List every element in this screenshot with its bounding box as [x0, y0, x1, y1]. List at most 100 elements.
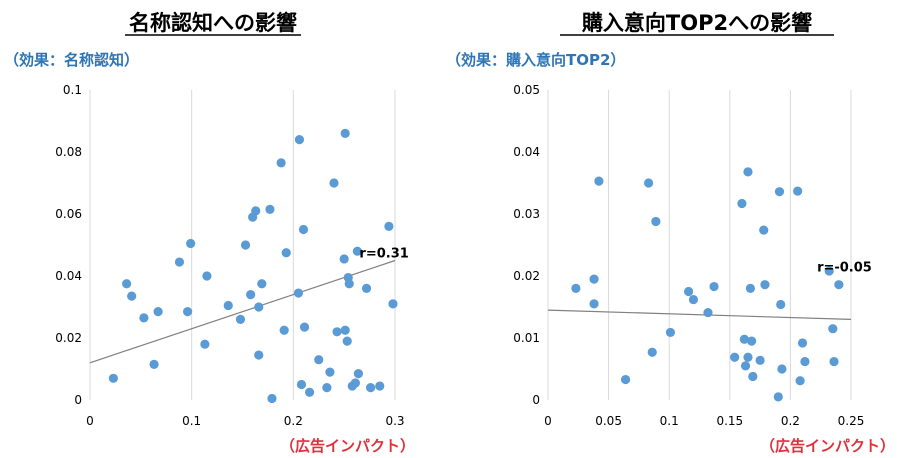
data-point: [350, 378, 360, 388]
data-point: [824, 266, 834, 276]
data-point: [589, 299, 599, 309]
data-point: [352, 246, 362, 256]
y-tick-label: 0.06: [55, 207, 82, 221]
data-point: [108, 373, 118, 383]
x-tick-label: 0.15: [716, 414, 743, 428]
data-point: [829, 356, 839, 367]
data-point: [366, 383, 376, 393]
data-point: [200, 339, 210, 349]
data-point: [254, 302, 264, 312]
data-point: [774, 187, 785, 197]
y-tick-label: 0.04: [55, 269, 82, 283]
data-point: [777, 364, 787, 374]
data-point: [339, 254, 349, 264]
data-point: [153, 307, 163, 317]
data-point: [149, 359, 159, 369]
y-tick-label: 0.02: [513, 269, 540, 283]
data-point: [294, 135, 305, 145]
data-point: [361, 283, 372, 293]
data-point: [647, 347, 657, 357]
data-point: [254, 350, 264, 360]
data-point: [688, 294, 699, 305]
x-tick-label: 0.2: [284, 414, 303, 428]
data-point: [589, 274, 599, 284]
x-tick-label: 0: [544, 414, 552, 428]
effect-label: （効果：購入意向TOP2）: [446, 51, 625, 69]
data-point: [314, 355, 324, 365]
data-point: [755, 355, 765, 365]
data-point: [384, 221, 394, 231]
data-point: [183, 307, 193, 317]
data-point: [709, 281, 719, 292]
data-point: [202, 271, 212, 281]
y-tick-label: 0.05: [513, 83, 540, 97]
plot-area: 0 0.1 0.2 0.3 0 0.02 0.04 0.06 0.08 0.1 r=0.31: [55, 83, 409, 428]
correlation-label: r=0.31: [359, 246, 408, 261]
data-point: [257, 279, 267, 289]
data-point: [279, 325, 289, 335]
data-point: [797, 338, 808, 348]
data-point: [375, 381, 385, 391]
data-point: [743, 167, 753, 177]
x-tick-label: 0.05: [595, 414, 622, 428]
data-point: [298, 224, 309, 235]
y-tick-label: 0.08: [55, 145, 82, 159]
data-point: [340, 128, 350, 138]
data-point: [174, 257, 185, 267]
data-point: [344, 279, 354, 289]
data-point: [739, 334, 749, 344]
plot-area: 0 0.05 0.1 0.15 0.2 0.25 0 0.01 0.02 0.03 0.04 0.05…: [513, 83, 872, 428]
data-point: [276, 158, 286, 168]
data-point: [388, 299, 398, 309]
data-point: [740, 361, 751, 371]
chart-title: 名称認知への影響: [129, 11, 297, 35]
data-point: [251, 206, 261, 216]
data-point: [281, 248, 291, 258]
x-axis-label: （広告インパクト）: [760, 437, 895, 455]
x-tick-label: 0.2: [781, 414, 800, 428]
data-point: [828, 324, 838, 334]
data-point: [748, 371, 758, 382]
x-axis-label: （広告インパクト）: [280, 437, 415, 455]
y-tick-label: 0.02: [55, 331, 82, 345]
y-tick-label: 0.01: [513, 331, 540, 345]
data-point: [299, 322, 310, 332]
data-point: [342, 336, 352, 346]
data-point: [340, 325, 350, 335]
data-point: [186, 238, 196, 249]
data-point: [332, 327, 342, 337]
data-point: [127, 291, 137, 301]
x-tick-label: 0: [86, 414, 94, 428]
chart-awareness: 名称認知への影響 （効果：名称認知） 0 0.1 0.2 0.3 0 0.02 0.04 0.…: [4, 11, 415, 455]
chart-purchase-intent: 購入意向TOP2への影響 （効果：購入意向TOP2） 0 0.05 0.1 0.15 0…: [446, 11, 895, 455]
data-point: [265, 204, 275, 214]
data-point: [223, 300, 233, 311]
data-point: [139, 313, 149, 323]
data-point: [683, 286, 694, 297]
y-tick-label: 0.03: [513, 207, 540, 221]
x-tick-label: 0.1: [660, 414, 679, 428]
data-point: [643, 178, 654, 188]
data-point: [800, 356, 810, 367]
data-point: [703, 307, 713, 318]
data-point: [795, 376, 805, 386]
y-tick-label: 0: [532, 393, 540, 407]
correlation-label: r=-0.05: [817, 261, 872, 276]
data-point: [665, 327, 676, 338]
data-point: [240, 240, 251, 250]
data-point: [246, 290, 256, 300]
data-point: [305, 387, 315, 397]
data-point: [759, 225, 769, 235]
data-point: [267, 393, 277, 404]
data-point: [745, 283, 756, 293]
data-point: [730, 352, 740, 362]
data-point: [122, 279, 132, 289]
data-point: [760, 280, 770, 290]
data-point: [651, 216, 661, 227]
data-point: [571, 283, 581, 293]
data-point: [353, 369, 363, 379]
data-point: [834, 280, 844, 290]
data-point: [620, 374, 631, 385]
data-point: [747, 336, 757, 346]
